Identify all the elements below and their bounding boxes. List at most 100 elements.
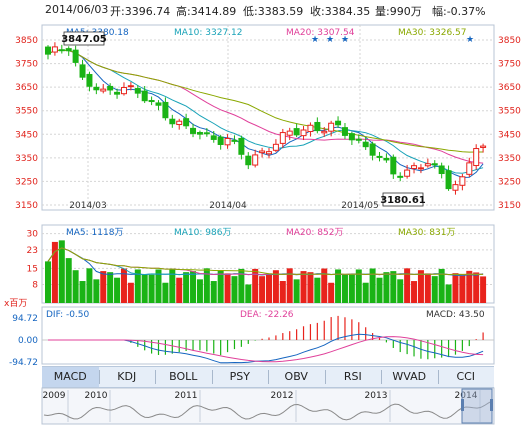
candle-body (162, 101, 169, 119)
candle-body (424, 163, 431, 167)
candle-body (438, 165, 445, 175)
tab-separator (98, 370, 100, 384)
volume-bar (383, 272, 390, 303)
candle-body (480, 145, 487, 148)
candle-body (445, 170, 452, 190)
high-marker: 3847.05 (61, 31, 107, 46)
timeline-range-selector[interactable] (461, 388, 493, 424)
timeline-navigator[interactable]: 2009 2010 2011 2012 2013 2014 (43, 388, 493, 424)
candle-body (321, 130, 328, 134)
candle-body (341, 127, 348, 136)
price-tick-right: 3550 (498, 107, 521, 117)
price-ma-label: MA10: 3327.12 (174, 28, 242, 38)
tab-kdj[interactable]: KDJ (117, 370, 137, 383)
candle-body (279, 132, 286, 144)
candle-body (238, 137, 245, 155)
price-x-tick: 2014/04 (209, 201, 247, 211)
volume-ma-label: MA20: 852万 (286, 228, 343, 238)
volume-bar (376, 277, 383, 303)
volume-tick: 30 (27, 230, 39, 240)
event-star-icon[interactable]: ★ (466, 35, 474, 45)
candle-body (100, 88, 107, 92)
volume-ma-label: MA30: 831万 (398, 228, 455, 238)
price-tick-left: 3150 (15, 201, 38, 211)
quote-volume: 量:990万 (375, 5, 422, 18)
volume-bar (355, 269, 362, 303)
tab-separator (155, 370, 156, 384)
price-x-tick: 2014/05 (341, 201, 378, 211)
tab-separator (324, 370, 326, 384)
volume-unit: x百万 (4, 298, 27, 309)
volume-bar (238, 268, 245, 303)
volume-bar (348, 274, 355, 303)
volume-bar (466, 270, 473, 303)
volume-bar (459, 275, 466, 303)
volume-bar (134, 269, 141, 303)
candle-body (169, 118, 176, 125)
candle-body (217, 136, 224, 145)
volume-bar (431, 276, 438, 303)
tab-macd[interactable]: MACD (42, 367, 99, 387)
volume-bar (58, 240, 65, 303)
volume-bar (93, 279, 100, 303)
volume-ma-legend: MA5: 1118万 MA10: 986万 MA20: 852万 MA30: 831万 (66, 228, 455, 238)
candle-body (307, 124, 314, 133)
candle-body (397, 175, 404, 178)
tab-cci[interactable]: CCI (456, 370, 476, 383)
volume-bar (480, 276, 487, 303)
timeline-year-label: 2010 (85, 391, 108, 401)
volume-ma-label: MA10: 986万 (174, 228, 231, 238)
candle-body (127, 85, 134, 88)
quote-open: 开:3396.74 (110, 5, 171, 18)
volume-bar (72, 270, 79, 303)
timeline-year-label: 2012 (271, 391, 294, 401)
candle-body (266, 151, 272, 155)
candle-body (148, 100, 155, 103)
volume-bar (176, 277, 183, 303)
timeline-handle-right[interactable] (490, 399, 493, 411)
tab-wvad[interactable]: WVAD (392, 370, 427, 383)
event-star-icon[interactable]: ★ (341, 35, 349, 45)
macd-tick: -94.72 (9, 358, 38, 368)
volume-bar (369, 268, 376, 303)
timeline-frame (41, 387, 495, 425)
price-panel-frame (41, 24, 495, 211)
volume-bar (445, 284, 452, 303)
price-tick-left: 3850 (15, 36, 38, 46)
volume-bar (321, 268, 328, 303)
candle-body (183, 118, 190, 127)
tab-boll[interactable]: BOLL (169, 370, 198, 383)
volume-ma-line (47, 247, 484, 276)
volume-bar (79, 281, 86, 303)
volume-bar (362, 282, 369, 303)
volume-bar (417, 270, 424, 303)
price-tick-right: 3450 (498, 130, 521, 140)
volume-tick: 23 (27, 246, 38, 256)
macd-panel-frame (41, 306, 495, 365)
quote-header: 2014/06/03 开:3396.74 高:3414.89 低:3383.59… (0, 0, 521, 22)
candle-body (252, 154, 259, 166)
price-tick-right: 3150 (498, 201, 521, 211)
candle-body (411, 165, 418, 169)
event-star-icon[interactable]: ★ (311, 35, 319, 45)
candle-body (473, 148, 480, 167)
price-tick-left: 3250 (15, 177, 38, 187)
macd-dif-label: DIF: -0.50 (46, 310, 90, 320)
candle-body (51, 46, 58, 53)
candle-body (107, 85, 114, 91)
volume-tick: 8 (32, 281, 38, 291)
volume-bar (217, 270, 224, 303)
event-star-icon[interactable]: ★ (326, 35, 334, 45)
volume-bar (114, 277, 121, 303)
tab-psy[interactable]: PSY (229, 370, 250, 383)
candle-body (72, 49, 79, 63)
tab-obv[interactable]: OBV (284, 370, 308, 383)
quote-high: 高:3414.89 (176, 5, 237, 18)
candle-body (58, 49, 65, 52)
tab-rsi[interactable]: RSI (343, 370, 362, 383)
candle-body (259, 150, 266, 154)
timeline-handle-left[interactable] (461, 399, 464, 411)
volume-bar (190, 271, 197, 303)
macd-lines (48, 333, 484, 364)
